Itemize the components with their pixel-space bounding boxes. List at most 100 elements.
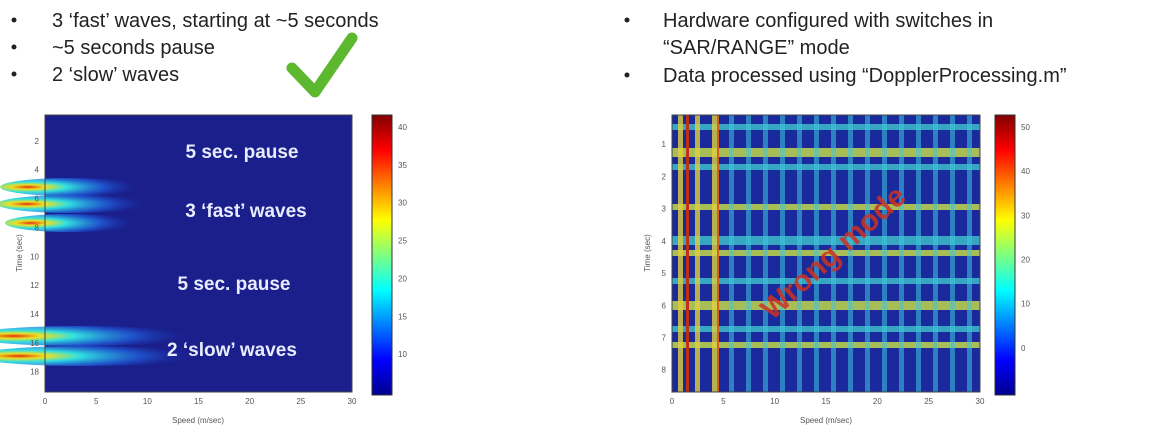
x-tick-label: 10: [143, 397, 152, 406]
y-tick-label: 3: [662, 205, 667, 214]
x-tick-label: 15: [194, 397, 203, 406]
stripe: [848, 115, 853, 392]
x-tick-label: 15: [822, 397, 831, 406]
bullet-text: 2 ‘slow’ waves: [52, 64, 179, 86]
stripe: [967, 115, 972, 392]
stripe: [950, 115, 955, 392]
y-tick-label: 12: [30, 281, 39, 290]
y-tick-label: 1: [662, 140, 667, 149]
stripe: [712, 115, 717, 392]
annotation: 5 sec. pause: [185, 142, 298, 163]
x-tick-label: 0: [43, 397, 48, 406]
colorbar-tick-label: 0: [1021, 344, 1026, 353]
colorbar-tick-label: 30: [1021, 211, 1030, 220]
stripe: [717, 115, 719, 392]
checkmark: [286, 32, 358, 98]
right-bullets: Hardware configured with switches in “SA…: [624, 10, 1067, 87]
band: [672, 342, 980, 348]
y-tick-label: 2: [35, 137, 40, 146]
stripe: [678, 115, 683, 392]
left-axes: [44, 114, 353, 393]
bullet-text: Hardware configured with switches in “SA…: [663, 10, 999, 59]
y-axis-label: Time (sec): [15, 234, 24, 272]
x-tick-label: 25: [924, 397, 933, 406]
bullet-dot: [624, 72, 630, 78]
colorbar-tick-label: 20: [1021, 256, 1030, 265]
bullet-dot: [11, 44, 17, 50]
stripe: [763, 115, 768, 392]
y-tick-label: 8: [662, 366, 667, 375]
band: [672, 204, 980, 210]
bullet-text: 3 ‘fast’ waves, starting at ~5 seconds: [52, 10, 379, 32]
x-tick-label: 25: [296, 397, 305, 406]
colorbar-tick-label: 40: [398, 123, 407, 132]
colorbar-tick-label: 50: [1021, 123, 1030, 132]
band: [672, 301, 980, 310]
y-tick-label: 4: [662, 237, 667, 246]
x-tick-label: 5: [721, 397, 726, 406]
stripe: [933, 115, 938, 392]
x-tick-label: 30: [348, 397, 357, 406]
x-axis-label: Speed (m/sec): [800, 416, 852, 425]
stripe: [695, 115, 700, 392]
band: [672, 124, 980, 130]
y-tick-label: 6: [662, 301, 667, 310]
colorbar-tick-label: 25: [398, 237, 407, 246]
right-colorbar: [994, 114, 1016, 396]
left-colorbar: [371, 114, 393, 396]
y-tick-label: 14: [30, 310, 39, 319]
bullet-text: ~5 seconds pause: [52, 37, 215, 59]
stripe: [916, 115, 921, 392]
stripe: [899, 115, 904, 392]
bullet-dot: [624, 17, 630, 23]
band: [672, 278, 980, 284]
stripe: [831, 115, 836, 392]
x-axis-label: Speed (m/sec): [172, 416, 224, 425]
x-tick-label: 30: [976, 397, 985, 406]
stripe: [780, 115, 785, 392]
bullet-dot: [11, 71, 17, 77]
right-axes: [671, 114, 981, 393]
colorbar-tick-label: 15: [398, 312, 407, 321]
left-heatmap-blobs: [0, 178, 195, 366]
stripe: [686, 115, 689, 392]
y-tick-label: 6: [35, 195, 40, 204]
bullet-dot: [11, 17, 17, 23]
y-tick-label: 5: [662, 269, 667, 278]
colorbar-tick-label: 20: [398, 274, 407, 283]
stripe: [797, 115, 802, 392]
x-tick-label: 5: [94, 397, 99, 406]
right-heatmap-stripes: [672, 115, 980, 392]
x-tick-label: 20: [873, 397, 882, 406]
colorbar-tick-label: 10: [1021, 300, 1030, 309]
colorbar-tick-label: 35: [398, 161, 407, 170]
y-tick-label: 18: [30, 368, 39, 377]
left-bullets: 3 ‘fast’ waves, starting at ~5 seconds ~5…: [11, 10, 379, 86]
x-tick-label: 20: [245, 397, 254, 406]
band: [672, 148, 980, 157]
annotation: 3 ‘fast’ waves: [185, 201, 306, 222]
y-tick-label: 2: [662, 172, 667, 181]
colorbar-tick-label: 40: [1021, 167, 1030, 176]
y-tick-label: 8: [35, 223, 40, 232]
band: [672, 236, 980, 245]
x-tick-label: 0: [670, 397, 675, 406]
y-tick-label: 7: [662, 333, 667, 342]
line: Hardware configured with switches in: [663, 10, 999, 32]
y-tick-label: 10: [30, 252, 39, 261]
y-tick-label: 16: [30, 339, 39, 348]
line: “SAR/RANGE” mode: [663, 37, 850, 59]
x-tick-label: 10: [770, 397, 779, 406]
band: [672, 250, 980, 256]
stripe: [729, 115, 734, 392]
bullet-text: Data processed using “DopplerProcessing.…: [663, 65, 1067, 87]
annotation: 5 sec. pause: [177, 274, 290, 295]
stripe: [865, 115, 870, 392]
colorbar-tick-label: 30: [398, 199, 407, 208]
band: [672, 164, 980, 170]
stripe: [882, 115, 887, 392]
